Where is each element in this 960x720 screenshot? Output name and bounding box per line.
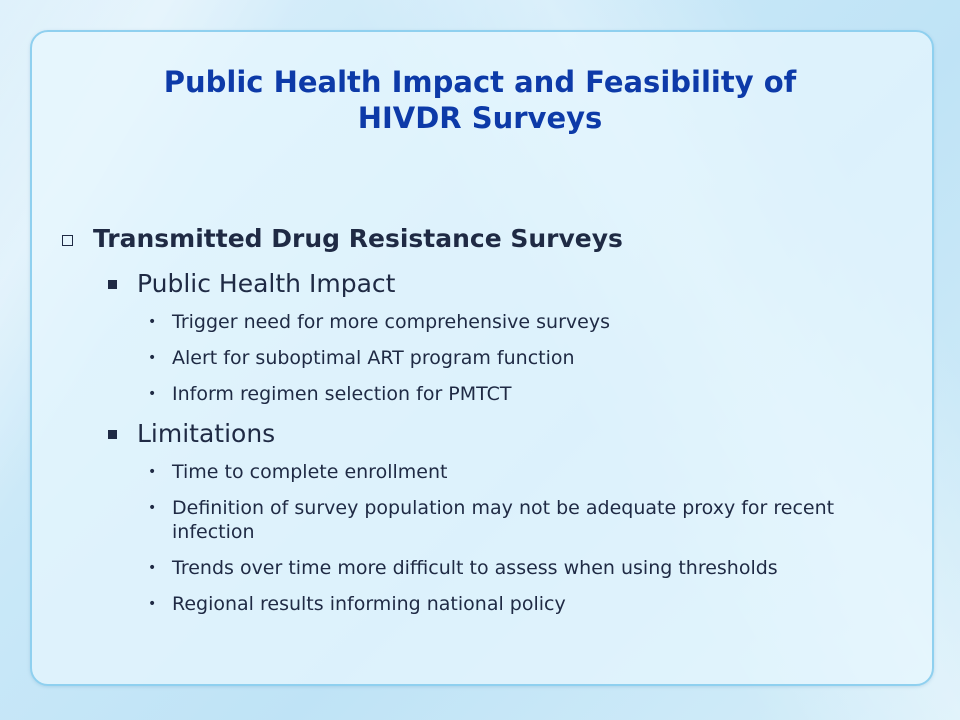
bullet-item: • Trigger need for more comprehensive su… <box>148 310 922 334</box>
subsection-label: Public Health Impact <box>137 269 396 298</box>
bullet-item: • Regional results informing national po… <box>148 592 922 616</box>
bullet-dot-icon: • <box>148 350 157 366</box>
level2-item-public-health: Public Health Impact <box>108 268 922 300</box>
title-line-2: HIVDR Surveys <box>357 101 603 135</box>
bullet-item: • Alert for suboptimal ART program funct… <box>148 346 922 370</box>
bullet-text: Alert for suboptimal ART program functio… <box>172 347 575 369</box>
bullet-text: Time to complete enrollment <box>172 461 448 483</box>
bullet-text: Regional results informing national poli… <box>172 593 566 615</box>
content-panel <box>30 30 934 686</box>
level1-item: Transmitted Drug Resistance Surveys <box>62 222 922 256</box>
level2-item-limitations: Limitations <box>108 418 922 450</box>
bullet-dot-icon: • <box>148 596 157 612</box>
bullet-text: Trends over time more difficult to asses… <box>172 557 778 579</box>
bullet-dot-icon: • <box>148 314 157 330</box>
slide-body: Transmitted Drug Resistance Surveys Publ… <box>62 222 922 628</box>
bullet-item: • Inform regimen selection for PMTCT <box>148 382 922 406</box>
slide-title: Public Health Impact and Feasibility of … <box>30 64 930 136</box>
subsection-label: Limitations <box>137 419 276 448</box>
bullet-item: • Definition of survey population may no… <box>148 496 922 544</box>
bullet-dot-icon: • <box>148 464 157 480</box>
bullet-text: Definition of survey population may not … <box>172 497 835 543</box>
title-line-1: Public Health Impact and Feasibility of <box>163 65 797 99</box>
hollow-square-icon <box>62 234 73 246</box>
section-heading: Transmitted Drug Resistance Surveys <box>93 224 623 253</box>
bullet-text: Trigger need for more comprehensive surv… <box>172 311 610 333</box>
filled-square-icon <box>108 279 117 289</box>
bullet-text: Inform regimen selection for PMTCT <box>172 383 512 405</box>
bullet-item: • Time to complete enrollment <box>148 460 922 484</box>
filled-square-icon <box>108 429 117 439</box>
bullet-item: • Trends over time more difficult to ass… <box>148 556 922 580</box>
bullet-dot-icon: • <box>148 386 157 402</box>
bullet-dot-icon: • <box>148 500 157 516</box>
bullet-dot-icon: • <box>148 560 157 576</box>
